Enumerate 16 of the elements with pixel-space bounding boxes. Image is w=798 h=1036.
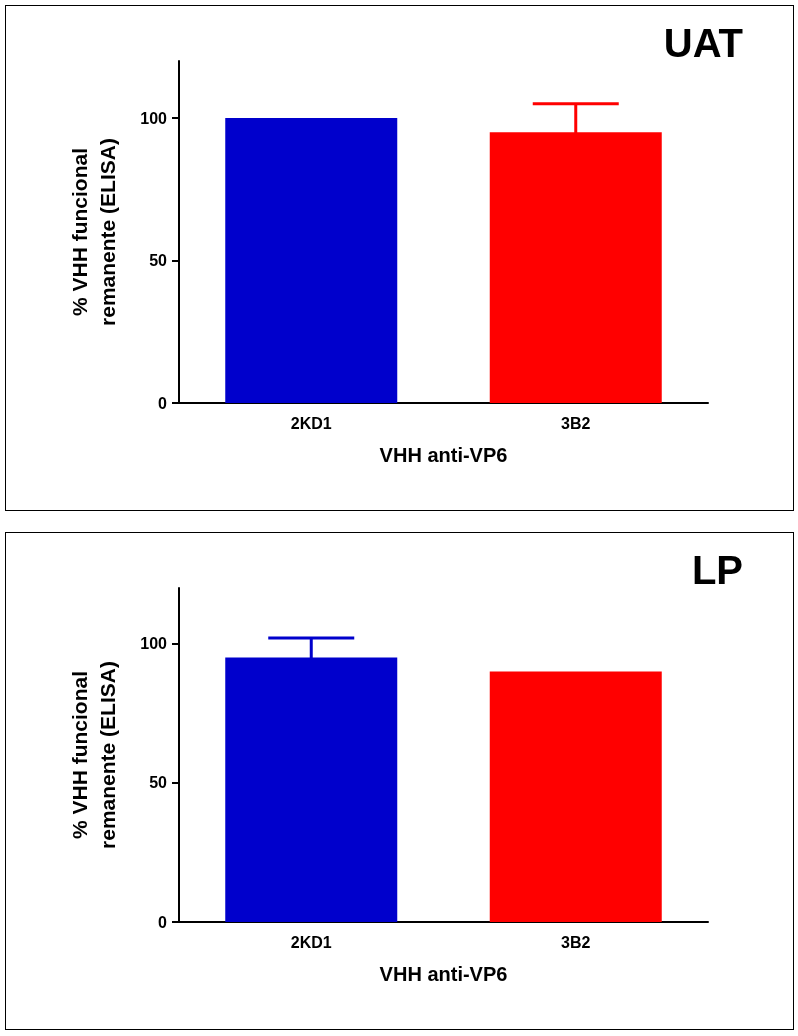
y-axis-title: % VHH funcional remanente (ELISA) xyxy=(67,661,119,849)
chart-title: LP xyxy=(691,548,744,592)
y-tick-label: 100 xyxy=(140,635,168,653)
x-tick-label: 2KD1 xyxy=(290,414,332,432)
x-tick-label: 3B2 xyxy=(561,414,591,432)
y-tick-label: 50 xyxy=(149,252,168,269)
x-axis-title: VHH anti-VP6 xyxy=(379,963,508,985)
x-tick-label: 2KD1 xyxy=(290,933,332,951)
y-axis-title: % VHH funcional remanente (ELISA) xyxy=(67,138,119,326)
y-tick-label: 100 xyxy=(140,109,168,127)
x-tick-label: 3B2 xyxy=(561,933,591,951)
y-tick-label: 50 xyxy=(149,774,168,792)
y-tick-label: 0 xyxy=(158,394,168,412)
chart-title: UAT xyxy=(663,21,744,65)
x-axis-title: VHH anti-VP6 xyxy=(379,444,508,466)
y-tick-label: 0 xyxy=(158,913,168,931)
